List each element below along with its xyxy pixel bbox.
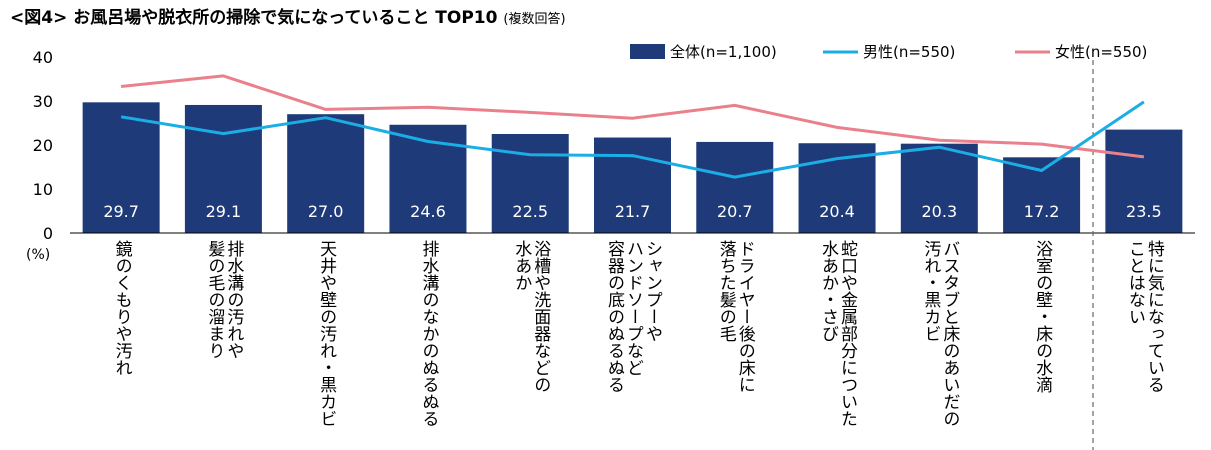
bar-2: [184, 104, 262, 234]
bar-label-1: 29.7: [103, 202, 139, 221]
category-label-10: 浴室の壁・床の水滴: [1032, 240, 1053, 393]
bar-label-8: 20.4: [819, 202, 855, 221]
bar-label-2: 29.1: [206, 202, 242, 221]
bar-9: [900, 143, 978, 233]
bar-1: [82, 102, 160, 233]
bar-6: [594, 137, 671, 233]
category-label-3: 天井や壁の汚れ・黒カビ: [316, 240, 337, 427]
legend-swatch-total: [630, 44, 665, 59]
y-axis-ticks: 0 10 20 30 40: [33, 48, 53, 243]
bar-label-7: 20.7: [717, 202, 753, 221]
category-label-1: 鏡のくもりや汚れ: [111, 240, 132, 376]
legend: 全体(n=1,100) 男性(n=550) 女性(n=550): [630, 43, 1147, 61]
chart-subtitle: (複数回答): [503, 12, 566, 27]
line-series: [120, 74, 1145, 179]
category-label-7: ドライヤー後の床に 落ちた髪の毛: [715, 240, 755, 393]
bar-label-9: 20.3: [922, 202, 958, 221]
category-label-2: 排水溝の汚れや 髪の毛の溜まり: [204, 240, 244, 359]
bar-data-labels: 29.7 29.1 27.0 24.6 22.5 21.7 20.7 20.4 20.3 17.2…: [103, 202, 1161, 221]
bar-7: [696, 141, 774, 233]
y-axis-unit: (%): [26, 247, 50, 263]
y-tick-20: 20: [33, 136, 53, 155]
bar-label-3: 27.0: [308, 202, 344, 221]
legend-label-total: 全体(n=1,100): [670, 43, 777, 61]
category-label-4: 排水溝のなかのぬるぬる: [418, 240, 439, 427]
legend-label-male: 男性(n=550): [863, 43, 955, 61]
bar-3: [287, 114, 365, 233]
bar-11: [1105, 129, 1183, 233]
category-label-8: 蛇口や金属部分についた 水あか・さび: [818, 240, 858, 427]
y-tick-10: 10: [33, 180, 53, 199]
female-line: [120, 74, 1145, 159]
bar-10: [1003, 157, 1081, 233]
chart-title-text: <図4> お風呂場や脱衣所の掃除で気になっていること TOP10: [10, 8, 498, 28]
category-label-5: 浴槽や洗面器などの 水あか: [511, 240, 551, 393]
category-label-9: バスタブと床のあいだの 汚れ・黒カビ: [920, 240, 960, 427]
y-tick-40: 40: [33, 48, 53, 67]
bar-label-4: 24.6: [410, 202, 446, 221]
bar-label-11: 23.5: [1126, 202, 1162, 221]
category-label-11: 特に気になっている ことはない: [1124, 240, 1164, 393]
category-label-6: シャンプーや ハンドソープなど 容器の底のぬるぬる: [604, 240, 662, 393]
bar-label-5: 22.5: [512, 202, 548, 221]
y-tick-0: 0: [43, 224, 53, 243]
bar-label-10: 17.2: [1024, 202, 1060, 221]
chart-title: <図4> お風呂場や脱衣所の掃除で気になっていること TOP10 (複数回答): [10, 3, 566, 28]
y-tick-30: 30: [33, 92, 53, 111]
bar-label-6: 21.7: [615, 202, 651, 221]
male-line: [120, 100, 1145, 179]
legend-label-female: 女性(n=550): [1055, 43, 1147, 61]
